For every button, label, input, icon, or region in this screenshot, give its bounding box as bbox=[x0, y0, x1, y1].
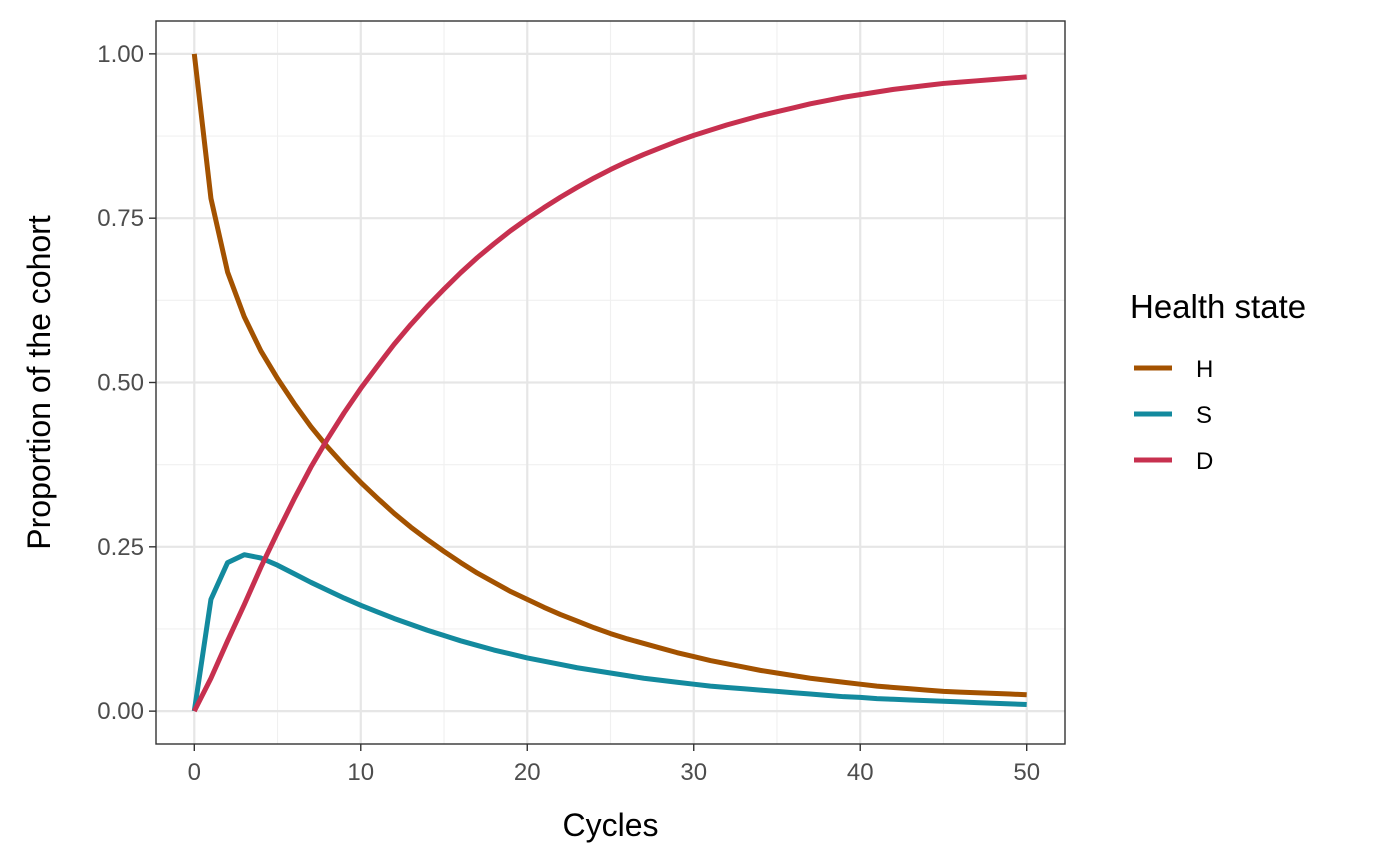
y-tick-label: 0.25 bbox=[97, 534, 144, 561]
y-tick-label: 1.00 bbox=[97, 41, 144, 68]
x-tick-label: 0 bbox=[188, 759, 201, 786]
legend-label-s: S bbox=[1196, 402, 1212, 429]
y-tick-label: 0.75 bbox=[97, 205, 144, 232]
x-tick-label: 30 bbox=[680, 759, 707, 786]
y-axis-title: Proportion of the cohort bbox=[21, 215, 57, 550]
legend-items: HSD bbox=[1134, 356, 1213, 475]
series-line-h bbox=[191, 53, 1027, 698]
x-tick-label: 20 bbox=[514, 759, 541, 786]
y-tick-label: 0.00 bbox=[97, 698, 144, 725]
x-tick-label: 50 bbox=[1013, 759, 1040, 786]
legend-title: Health state bbox=[1130, 288, 1306, 325]
x-axis-title: Cycles bbox=[562, 807, 658, 843]
legend-label-h: H bbox=[1196, 356, 1213, 383]
x-tick-label: 40 bbox=[847, 759, 874, 786]
series-lines bbox=[191, 53, 1027, 713]
x-tick-label: 10 bbox=[347, 759, 374, 786]
legend-label-d: D bbox=[1196, 448, 1213, 475]
series-line-d bbox=[192, 74, 1027, 713]
y-tick-label: 0.50 bbox=[97, 370, 144, 397]
legend: Health state HSD bbox=[1130, 288, 1306, 475]
series-line-s bbox=[191, 552, 1027, 712]
axis-ticks: 0 10 20 30 40 50 0.00 0.25 0.50 0.75 1.00 bbox=[97, 41, 1040, 786]
grid bbox=[156, 21, 1065, 744]
